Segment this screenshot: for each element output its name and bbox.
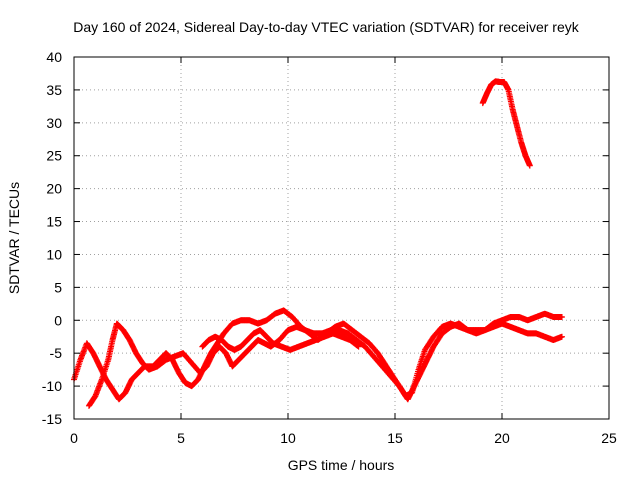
series-track-a [71, 307, 565, 403]
y-tick-label: -15 [42, 411, 62, 427]
x-tick-label: 15 [387, 430, 403, 446]
chart-title: Day 160 of 2024, Sidereal Day-to-day VTE… [73, 19, 579, 35]
y-axis-label: SDTVAR / TECUs [6, 182, 22, 294]
y-tick-label: 0 [54, 312, 62, 328]
y-tick-label: -5 [50, 345, 63, 361]
y-tick-label: 35 [46, 82, 62, 98]
y-tick-label: 20 [46, 181, 62, 197]
y-tick-label: 25 [46, 148, 62, 164]
axis-ticks [73, 56, 610, 420]
data-point-marker [355, 343, 362, 350]
x-tick-label: 25 [601, 430, 617, 446]
x-tick-label: 10 [280, 430, 296, 446]
y-tick-label: 10 [46, 246, 62, 262]
data-point-marker [558, 333, 565, 340]
tick-labels: 0 5 10 15 20 25 -15 -10 -5 0 5 10 15 20 25 30 35 40 [42, 49, 617, 446]
series-track-c [199, 327, 362, 353]
y-tick-label: 30 [46, 115, 62, 131]
data-points [71, 78, 565, 409]
y-tick-label: 5 [54, 279, 62, 295]
y-tick-label: -10 [42, 378, 62, 394]
y-tick-label: 40 [46, 49, 62, 65]
x-axis-label: GPS time / hours [288, 457, 395, 473]
plot-frame [73, 56, 610, 420]
series-track-b [85, 320, 565, 409]
y-tick-label: 15 [46, 214, 62, 230]
x-tick-label: 0 [70, 430, 78, 446]
grid-lines [74, 57, 609, 419]
x-tick-label: 20 [494, 430, 510, 446]
data-point-marker [558, 313, 565, 320]
x-tick-label: 5 [177, 430, 185, 446]
data-point-marker [526, 162, 533, 169]
series-track-d [479, 78, 533, 169]
